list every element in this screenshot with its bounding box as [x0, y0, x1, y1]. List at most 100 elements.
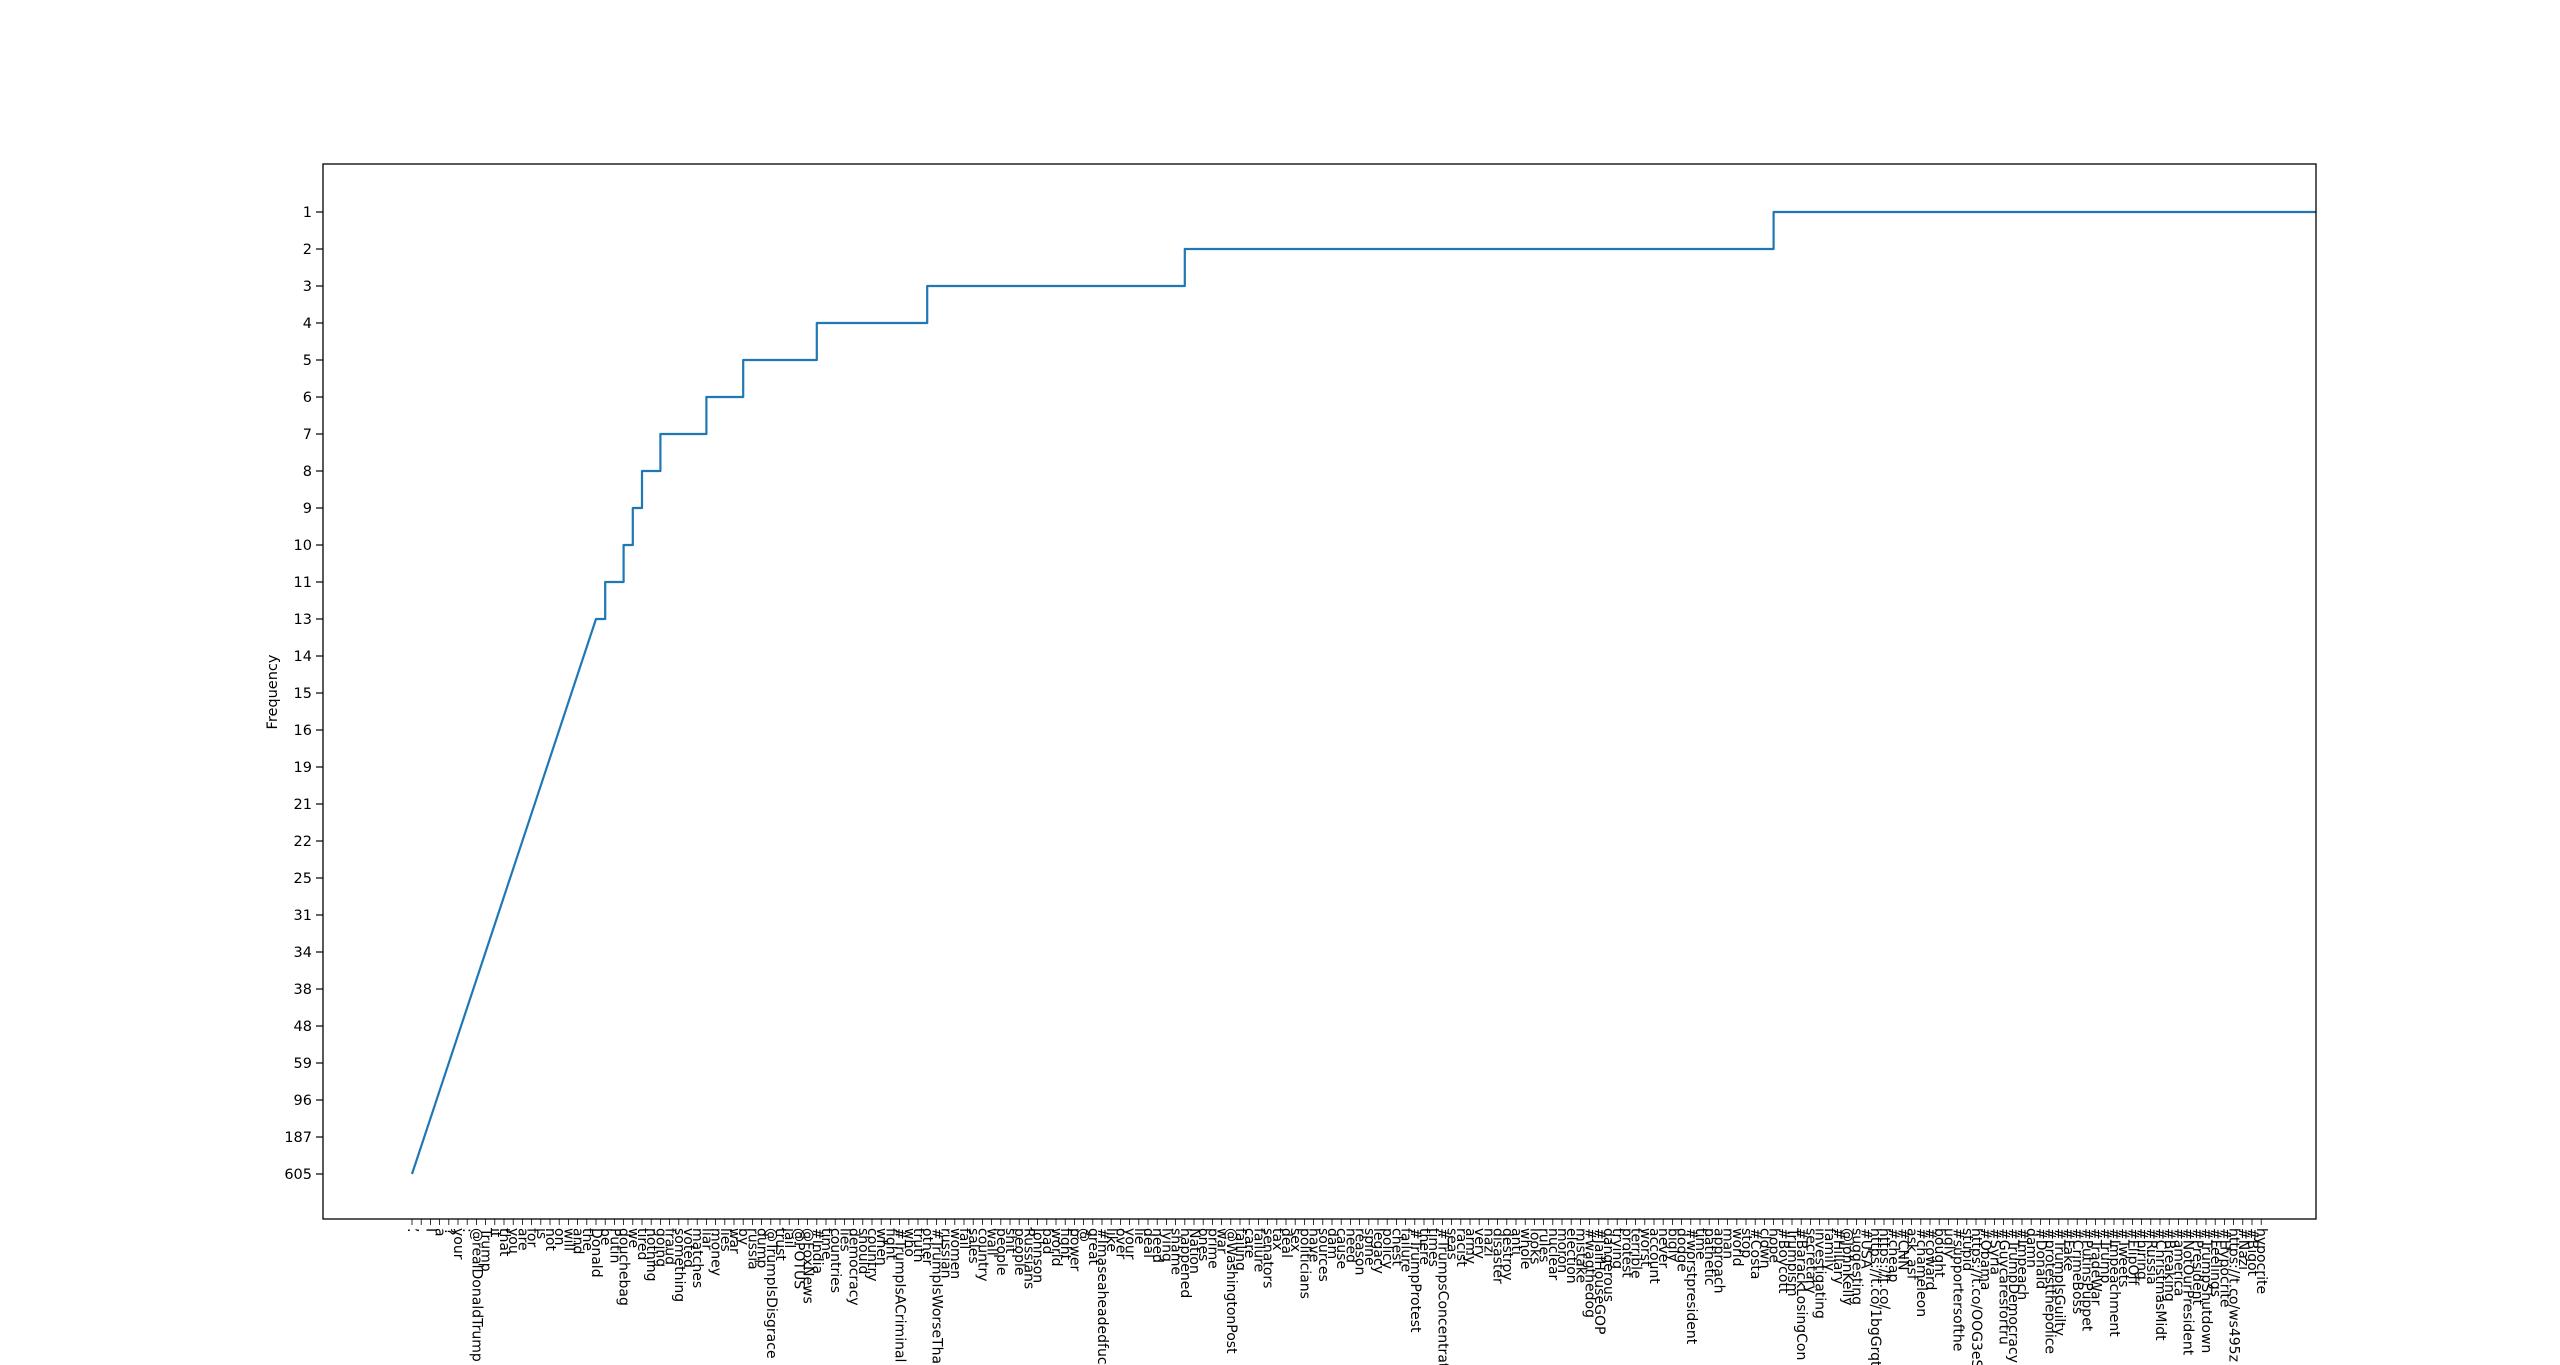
x-tick-label: need — [1342, 1228, 1358, 1263]
x-tick-label: #FlipOff — [2124, 1228, 2140, 1285]
x-tick-label: Johnson — [1030, 1227, 1046, 1283]
x-tick-label: #Syria — [1986, 1228, 2002, 1275]
x-tick-label: are — [514, 1228, 530, 1251]
x-tick-label: @TrumpIsDisgrace — [763, 1228, 779, 1359]
x-tick-label: liar — [698, 1228, 714, 1250]
y-tick-label: 13 — [294, 612, 312, 628]
x-tick-label: people — [993, 1228, 1009, 1275]
x-tick-label: is — [533, 1228, 549, 1239]
x-tick-label: suggesting — [1848, 1228, 1864, 1305]
x-tick-label: jail — [781, 1227, 797, 1248]
x-tick-label: #Obama — [1977, 1228, 1993, 1290]
x-tick-label: chest — [1388, 1228, 1404, 1266]
x-tick-label: #Costa — [1747, 1228, 1763, 1279]
x-tick-label: happened — [1177, 1228, 1193, 1298]
x-tick-label: failing — [1232, 1228, 1248, 1271]
x-tick-label: lies — [717, 1228, 733, 1252]
x-tick-label: fight — [882, 1228, 898, 1261]
x-tick-label: #NotOurPresident — [2180, 1228, 2196, 1356]
y-tick-label: 7 — [303, 427, 312, 443]
plot-background — [323, 164, 2316, 1219]
y-tick-label: 9 — [303, 501, 312, 517]
x-tick-label: ugly — [1940, 1228, 1956, 1258]
y-tick-label: 14 — [294, 649, 312, 665]
x-tick-label: #hiring — [2134, 1228, 2150, 1280]
x-tick-label: have — [1306, 1228, 1322, 1262]
x-tick-label: #Bigot — [2244, 1228, 2260, 1277]
x-tick-label: failure — [1250, 1228, 1266, 1272]
x-tick-label: other — [919, 1228, 935, 1266]
x-tick-label: : — [459, 1228, 475, 1233]
x-tick-label: democracy — [846, 1228, 862, 1306]
x-tick-label: damn — [2023, 1228, 2039, 1268]
y-tick-label: 25 — [294, 871, 312, 887]
x-tick-label: prime — [1204, 1228, 1220, 1269]
x-tick-label: terrible — [1628, 1228, 1644, 1279]
y-tick-label: 10 — [294, 538, 312, 554]
x-tick-label: legacy — [1370, 1228, 1386, 1274]
x-tick-label: countries — [827, 1228, 843, 1293]
x-tick-label: bought — [1931, 1228, 1947, 1278]
x-tick-label: spine — [1361, 1228, 1377, 1266]
x-tick-label: election — [1563, 1228, 1579, 1284]
x-tick-label: @JohnKelly — [1839, 1228, 1855, 1306]
x-tick-label: we — [625, 1228, 641, 1248]
x-tick-label: your — [450, 1228, 466, 1260]
x-tick-label: @FoxNews — [800, 1228, 816, 1304]
x-tick-label: . — [404, 1228, 420, 1232]
x-tick-label: and — [570, 1228, 586, 1254]
x-tick-label: #BarackLosingCon — [1793, 1228, 1809, 1360]
x-tick-label: deal — [1278, 1228, 1294, 1258]
y-tick-label: 34 — [294, 945, 312, 961]
x-tick-label: ask_asf — [1904, 1228, 1920, 1281]
x-tick-label: #coward — [1922, 1228, 1938, 1290]
x-axis: .,Ia?your:@realDonaldTrumpTrumpitthatyou… — [404, 1219, 2269, 1365]
x-tick-label: #Impeach — [2014, 1228, 2030, 1300]
x-tick-label: #Breaking — [2161, 1228, 2177, 1302]
x-tick-label: #TradeWar — [2088, 1228, 2104, 1306]
x-tick-label: @ — [1076, 1228, 1092, 1242]
x-tick-label: who — [901, 1228, 917, 1257]
x-tick-label: the — [579, 1228, 595, 1251]
x-tick-label: #Fake — [2060, 1228, 2076, 1271]
y-axis: 1234567891011131415161921222531343848599… — [284, 205, 323, 1183]
x-tick-label: rules — [1536, 1228, 1552, 1262]
x-tick-label: family — [1821, 1228, 1837, 1271]
x-tick-label: Russians — [1020, 1228, 1036, 1289]
x-tick-label: nuclear — [1545, 1228, 1561, 1281]
x-tick-label: #Trump — [2097, 1228, 2113, 1283]
x-tick-label: people — [1011, 1228, 1027, 1275]
x-tick-label: truth — [910, 1228, 926, 1262]
x-tick-label: approach — [1710, 1228, 1726, 1294]
x-tick-label: there — [1416, 1228, 1432, 1265]
y-tick-label: 22 — [294, 834, 312, 850]
x-tick-label: #Hillary — [1830, 1228, 1846, 1285]
x-tick-label: voted — [680, 1228, 696, 1268]
plot-frame — [322, 163, 2317, 1220]
x-tick-label: money — [708, 1228, 724, 1276]
x-tick-label: #CNN — [1894, 1228, 1910, 1270]
x-tick-label: fail — [956, 1228, 972, 1249]
x-tick-label: dangerous — [1600, 1228, 1616, 1302]
x-tick-label: need — [1149, 1228, 1165, 1263]
x-tick-label: country — [974, 1228, 990, 1282]
x-tick-label: lie — [1131, 1228, 1147, 1244]
x-tick-label: @POTUS — [790, 1228, 806, 1289]
x-tick-label: hope — [1766, 1228, 1782, 1263]
y-tick-label: 19 — [294, 760, 312, 776]
y-tick-label: 1 — [303, 205, 312, 221]
x-tick-label: clown — [1756, 1228, 1772, 1268]
x-tick-label: care — [1241, 1228, 1257, 1258]
x-tick-label: world — [1048, 1228, 1064, 1267]
x-tick-label: #Guycaresfortru — [1996, 1228, 2012, 1345]
x-tick-label: going — [652, 1228, 668, 1267]
x-tick-label: matches — [689, 1228, 705, 1288]
x-tick-label: #TrumpDemocracy — [2005, 1228, 2021, 1363]
y-tick-label: 38 — [294, 982, 312, 998]
x-tick-label: #Tweets — [2115, 1228, 2131, 1287]
x-tick-label: by — [735, 1228, 751, 1245]
x-tick-label: #CrimeBoss — [2069, 1228, 2085, 1314]
x-tick-label: sources — [1315, 1228, 1331, 1282]
x-tick-label: sales — [965, 1228, 981, 1264]
